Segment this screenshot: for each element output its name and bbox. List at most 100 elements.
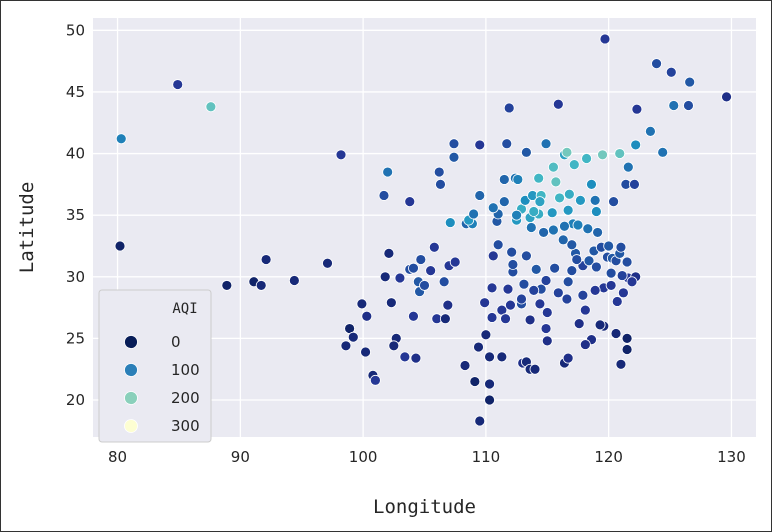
x-tick-label: 120 [594,448,623,466]
data-point [433,166,445,178]
data-point [379,271,391,283]
data-point [502,283,514,295]
data-point [559,220,570,232]
data-point [592,227,604,238]
data-point [616,270,628,281]
data-point [528,284,540,296]
data-point [594,319,606,331]
data-point [541,335,553,347]
data-point [521,146,532,158]
data-point [518,278,530,290]
data-point [449,256,461,268]
data-point [486,282,498,294]
data-point [599,33,611,45]
data-point [484,394,495,406]
legend-label: 0 [171,333,181,351]
x-axis-label: Longitude [373,496,476,518]
data-point [579,304,591,316]
data-point [378,190,390,201]
data-point [590,206,602,217]
data-point [561,293,573,305]
data-point [459,360,471,371]
data-point [487,250,499,262]
data-point [511,209,522,221]
data-point [260,254,272,265]
data-point [657,146,669,158]
data-point [484,378,495,390]
data-point [480,329,492,341]
data-point [651,58,662,69]
data-point [630,139,642,151]
data-point [548,161,559,173]
data-point [541,307,553,318]
data-point [335,149,347,161]
data-point [474,190,486,201]
data-point [554,192,565,204]
data-point [512,174,524,185]
data-point [408,262,419,274]
data-point [538,227,549,238]
data-point [583,255,595,267]
data-point [221,280,233,291]
data-point [589,194,601,206]
data-point [114,240,126,252]
data-point [444,217,456,228]
data-point [579,339,591,350]
data-point [385,297,397,309]
data-point [524,314,536,326]
data-point [603,240,615,252]
data-point [581,153,592,164]
legend-box [98,289,212,443]
data-point [546,207,558,219]
y-axis-label: Latitude [16,182,38,274]
data-point [668,100,680,111]
data-point [563,188,575,200]
data-point [582,223,594,235]
y-tick-label: 50 [66,21,85,39]
data-point [571,254,583,265]
data-point [566,239,578,251]
data-point [468,208,480,220]
tick-labels: 80 90 100 110 120 130 20 25 30 35 40 45 50 [66,21,746,466]
data-point [408,310,419,322]
data-point [501,138,513,150]
data-point [631,103,643,115]
data-point [621,333,633,344]
data-point [428,241,440,253]
data-point [605,280,617,291]
data-point [548,224,559,236]
data-point [575,194,586,206]
data-point [469,376,481,387]
data-point [665,66,677,78]
data-point [521,250,532,262]
data-point [626,276,638,288]
data-point [205,101,217,113]
data-point [492,239,504,251]
data-point [382,166,394,178]
legend-entries: 0 100 200 300 [124,333,200,435]
data-point [589,284,601,296]
data-point [474,415,486,427]
data-point [340,340,352,352]
data-point [621,256,633,268]
data-point [566,265,578,277]
data-point [115,133,127,145]
data-point [552,98,564,110]
data-point [552,287,564,299]
data-point [322,257,333,269]
data-point [425,265,437,277]
data-point [479,297,491,309]
data-point [410,352,422,364]
data-point [448,151,460,163]
data-point [506,246,518,258]
data-point [586,178,597,190]
data-point [568,159,580,171]
data-point [496,351,508,363]
data-point [356,298,368,310]
data-point [540,275,552,286]
x-tick-label: 90 [231,448,250,466]
data-point [288,275,300,286]
legend-label: 100 [171,361,200,379]
legend-label: 200 [171,389,200,407]
